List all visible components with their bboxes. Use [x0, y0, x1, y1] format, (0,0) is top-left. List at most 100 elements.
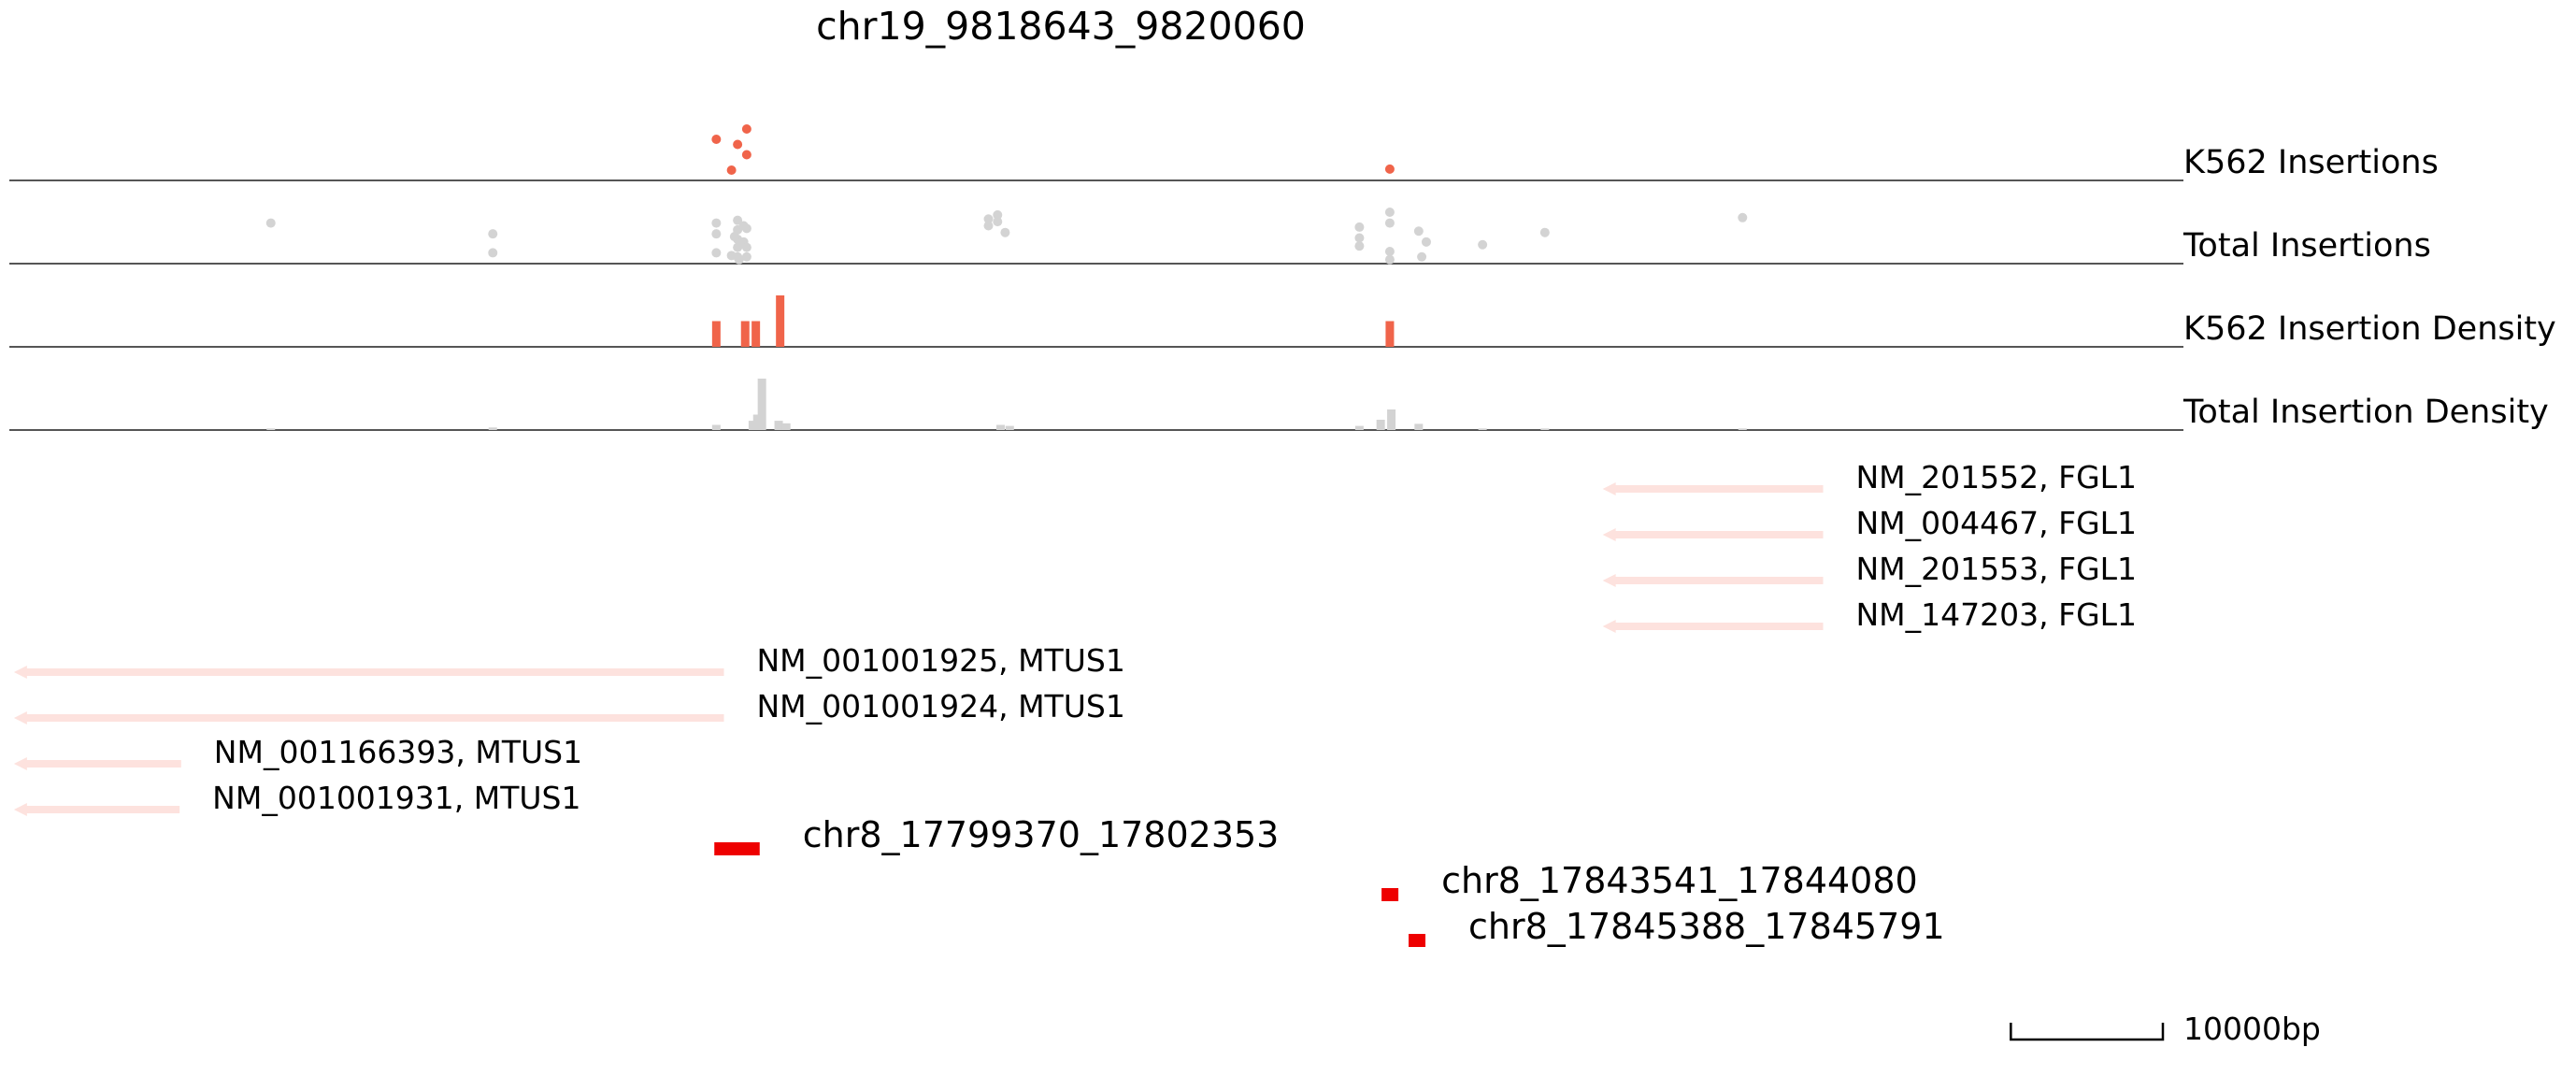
density-bar: [757, 379, 766, 430]
insertion-tracks: K562 Insertions Total Insertions K562 Inse…: [9, 124, 2556, 431]
insertion-point: [729, 232, 739, 242]
strand-arrow: [1602, 574, 1616, 587]
gene-label: NM_001001925, MTUS1: [756, 642, 1124, 679]
insertion-point: [1384, 208, 1395, 217]
insertion-point: [733, 139, 743, 150]
density-bar: [751, 321, 761, 347]
density-bar: [774, 421, 783, 430]
track-label: K562 Insertion Density: [2183, 310, 2556, 348]
gene-model: NM_001001931, MTUS1: [13, 780, 581, 816]
gene-annotations: NM_201552, FGL1 NM_004467, FGL1 NM_201553,…: [13, 459, 2138, 816]
peak: chr8_17845388_17845791: [1409, 906, 1945, 947]
insertion-point: [1354, 241, 1365, 251]
density-bar: [996, 424, 1006, 430]
density-bar: [1385, 321, 1395, 347]
track-label: K562 Insertions: [2183, 144, 2439, 181]
gene-label: NM_001001931, MTUS1: [212, 780, 580, 816]
track-label: Total Insertion Density: [2182, 394, 2549, 431]
density-bar: [488, 427, 497, 430]
scale-bar-line: [2010, 1023, 2165, 1041]
peak: chr8_17799370_17802353: [714, 814, 1279, 855]
insertion-point: [1384, 254, 1395, 265]
insertion-point: [993, 217, 1003, 227]
strand-arrow: [1602, 620, 1616, 633]
peak-rect: [714, 842, 760, 855]
gene-label: NM_147203, FGL1: [1856, 596, 2138, 633]
strand-arrow: [1602, 528, 1616, 541]
insertion-point: [741, 242, 751, 252]
insertion-point: [983, 214, 994, 224]
strand-arrow: [13, 803, 27, 816]
insertion-point: [993, 209, 1003, 220]
insertion-point: [741, 124, 751, 134]
density-bar: [1376, 420, 1385, 430]
strand-arrow: [13, 711, 27, 725]
insertion-point: [1384, 246, 1395, 256]
gene-label: NM_001001924, MTUS1: [756, 688, 1124, 725]
insertion-point: [741, 251, 751, 262]
gene-label: NM_001166393, MTUS1: [214, 734, 582, 770]
density-bar: [711, 424, 721, 430]
insertion-point: [1539, 227, 1550, 237]
density-bar: [1387, 409, 1396, 430]
insertion-point: [711, 229, 722, 239]
insertion-point: [1000, 227, 1010, 237]
peak-label: chr8_17799370_17802353: [803, 814, 1280, 855]
insertion-point: [1738, 212, 1748, 222]
peak-label: chr8_17845388_17845791: [1468, 906, 1945, 947]
gene-label: NM_201552, FGL1: [1856, 459, 2138, 495]
gene-model: NM_004467, FGL1: [1602, 505, 2138, 541]
insertion-point: [1384, 164, 1395, 174]
density-bar: [776, 295, 785, 347]
scale-bar-label: 10000bp: [2183, 1011, 2321, 1047]
track-3: Total Insertion Density: [9, 379, 2549, 431]
insertion-point: [488, 248, 498, 258]
peak-rect: [1409, 934, 1426, 947]
insertion-point: [1384, 218, 1395, 228]
insertion-point: [1417, 251, 1427, 262]
density-bar: [748, 421, 757, 430]
gene-model: NM_001001925, MTUS1: [13, 642, 1125, 679]
insertion-point: [711, 218, 722, 228]
density-bar: [1540, 428, 1550, 430]
density-bar: [1005, 425, 1014, 430]
peak: chr8_17843541_17844080: [1381, 860, 1918, 901]
track-1: Total Insertions: [9, 208, 2431, 265]
insertion-point: [1354, 222, 1365, 232]
density-bar: [1354, 425, 1364, 430]
insertion-point: [711, 135, 722, 144]
density-bar: [1478, 428, 1487, 430]
density-bar: [266, 428, 276, 430]
density-bar: [740, 321, 750, 347]
insertion-point: [488, 229, 498, 239]
chart-title: chr19_9818643_9820060: [816, 4, 1306, 49]
insertion-point: [734, 254, 744, 265]
gene-label: NM_201553, FGL1: [1856, 551, 2138, 587]
density-bar: [1414, 423, 1424, 430]
insertion-point: [1478, 239, 1488, 250]
track-2: K562 Insertion Density: [9, 295, 2556, 348]
gene-label: NM_004467, FGL1: [1856, 505, 2138, 541]
peak-rect: [1381, 888, 1399, 901]
insertion-point: [1421, 237, 1431, 247]
peak-label: chr8_17843541_17844080: [1441, 860, 1918, 901]
scale-bar: 10000bp: [2010, 1011, 2321, 1047]
insertion-point: [741, 150, 751, 160]
gene-model: NM_147203, FGL1: [1602, 596, 2138, 633]
gene-model: NM_001166393, MTUS1: [13, 734, 582, 770]
strand-arrow: [1602, 482, 1616, 495]
track-0: K562 Insertions: [9, 124, 2439, 181]
gene-model: NM_201552, FGL1: [1602, 459, 2138, 495]
insertion-point: [726, 165, 737, 175]
gene-model: NM_201553, FGL1: [1602, 551, 2138, 587]
peak-regions: chr8_17799370_17802353 chr8_17843541_1784…: [714, 814, 1945, 947]
density-bar: [711, 321, 721, 347]
insertion-point: [711, 248, 722, 258]
insertion-point: [265, 218, 276, 228]
insertion-point: [983, 221, 994, 231]
insertion-point: [733, 215, 743, 225]
strand-arrow: [13, 666, 27, 679]
density-bar: [1738, 428, 1747, 430]
insertion-point: [741, 223, 751, 234]
